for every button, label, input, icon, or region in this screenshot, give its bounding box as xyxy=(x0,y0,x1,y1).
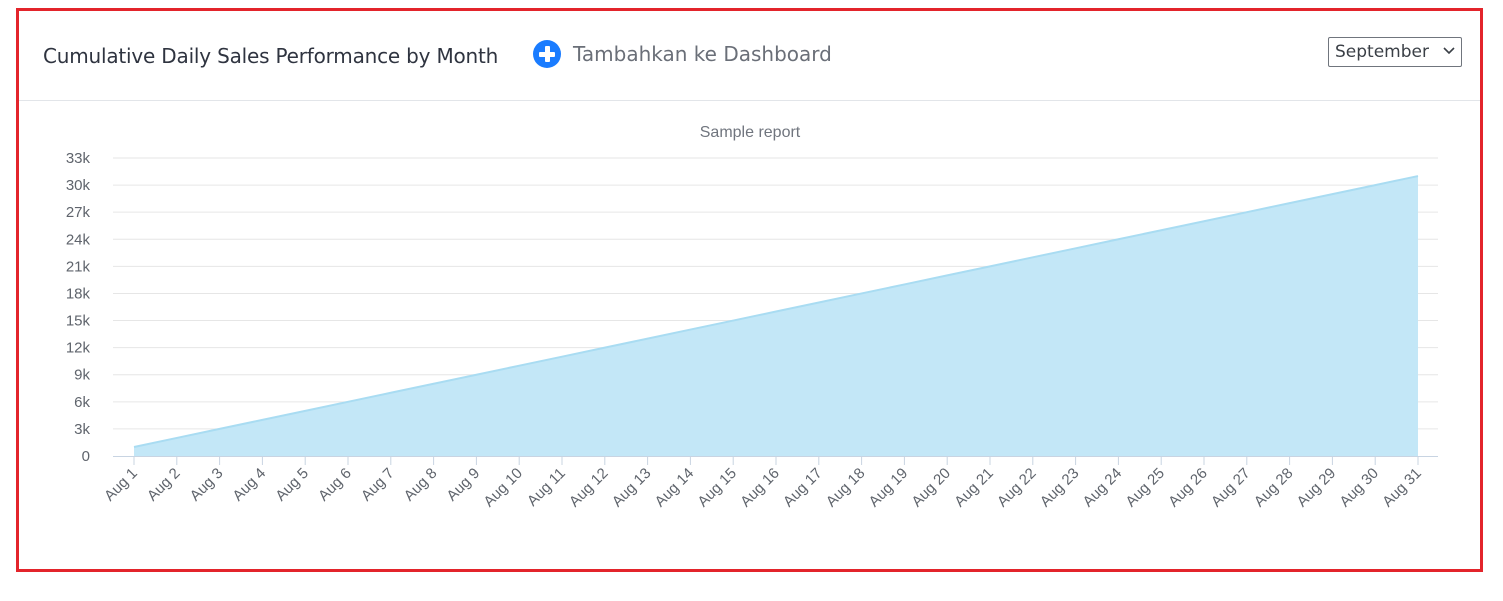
x-tick-label: Aug 1 xyxy=(101,465,141,505)
y-tick-label: 0 xyxy=(82,448,90,465)
x-tick-label: Aug 4 xyxy=(229,465,269,505)
plus-circle-icon[interactable] xyxy=(533,40,561,68)
y-tick-label: 27k xyxy=(66,204,91,221)
y-tick-label: 30k xyxy=(66,177,91,194)
chart-title: Sample report xyxy=(700,124,801,141)
x-tick-label: Aug 6 xyxy=(315,465,355,505)
chart-area: Sample report 0 3k 6k 9k 12k 15k 18k 21k 24k 27k 3… xyxy=(19,101,1480,569)
x-tick-label: Aug 11 xyxy=(524,465,569,510)
report-title: Cumulative Daily Sales Performance by Mo… xyxy=(43,44,499,68)
series-area xyxy=(134,176,1418,456)
y-tick-label: 12k xyxy=(66,340,91,357)
x-tick-label: Aug 21 xyxy=(951,465,997,511)
y-tick-label: 9k xyxy=(74,367,90,384)
x-tick-label: Aug 12 xyxy=(566,465,612,511)
x-tick-label: Aug 16 xyxy=(737,465,783,511)
x-tick-label: Aug 18 xyxy=(823,465,869,511)
x-tick-label: Aug 9 xyxy=(443,465,483,505)
x-tick-label: Aug 27 xyxy=(1208,465,1254,511)
x-tick-label: Aug 7 xyxy=(358,465,398,505)
x-tick-label: Aug 30 xyxy=(1336,465,1382,511)
x-tick-label: Aug 26 xyxy=(1165,465,1211,511)
x-tick-label: Aug 2 xyxy=(144,465,184,505)
x-tick-label: Aug 19 xyxy=(866,465,912,511)
x-tick-label: Aug 5 xyxy=(272,465,312,505)
cumulative-sales-chart: Sample report 0 3k 6k 9k 12k 15k 18k 21k 24k 27k 3… xyxy=(66,124,1438,510)
y-tick-label: 18k xyxy=(66,285,91,302)
y-tick-label: 15k xyxy=(66,313,91,330)
month-select[interactable]: September xyxy=(1328,37,1462,67)
month-select-value: September xyxy=(1335,42,1429,62)
x-tick-label: Aug 29 xyxy=(1294,465,1340,511)
y-axis: 0 3k 6k 9k 12k 15k 18k 21k 24k 27k 30k 33k xyxy=(66,150,91,465)
x-tick-label: Aug 13 xyxy=(609,465,655,511)
y-tick-label: 24k xyxy=(66,231,91,248)
x-tick-label: Aug 10 xyxy=(480,465,526,511)
chevron-down-icon xyxy=(1443,47,1455,55)
report-panel: Cumulative Daily Sales Performance by Mo… xyxy=(16,8,1483,572)
x-tick-label: Aug 22 xyxy=(994,465,1040,511)
x-tick-label: Aug 23 xyxy=(1037,465,1083,511)
add-to-dashboard-label[interactable]: Tambahkan ke Dashboard xyxy=(573,42,832,66)
x-tick-label: Aug 3 xyxy=(187,465,227,505)
x-axis: Aug 1 Aug 2 Aug 3 Aug 4 Aug 5 Aug 6 Aug 7 Aug 8… xyxy=(101,456,1438,510)
chart-series xyxy=(133,175,1419,456)
panel-header: Cumulative Daily Sales Performance by Mo… xyxy=(19,11,1480,101)
x-tick-label: Aug 8 xyxy=(401,465,441,505)
y-tick-label: 21k xyxy=(66,258,91,275)
y-tick-label: 33k xyxy=(66,150,91,167)
x-tick-label: Aug 25 xyxy=(1122,465,1168,511)
y-tick-label: 6k xyxy=(74,394,90,411)
x-tick-label: Aug 31 xyxy=(1379,465,1425,511)
x-tick-label: Aug 15 xyxy=(694,465,740,511)
y-tick-label: 3k xyxy=(74,421,90,438)
series-line xyxy=(133,175,1419,448)
x-tick-label: Aug 24 xyxy=(1080,465,1126,511)
x-tick-label: Aug 17 xyxy=(780,465,826,511)
add-to-dashboard-button[interactable]: Tambahkan ke Dashboard xyxy=(533,40,832,68)
x-tick-label: Aug 14 xyxy=(652,465,698,511)
x-tick-label: Aug 28 xyxy=(1251,465,1297,511)
x-tick-label: Aug 20 xyxy=(908,465,954,511)
